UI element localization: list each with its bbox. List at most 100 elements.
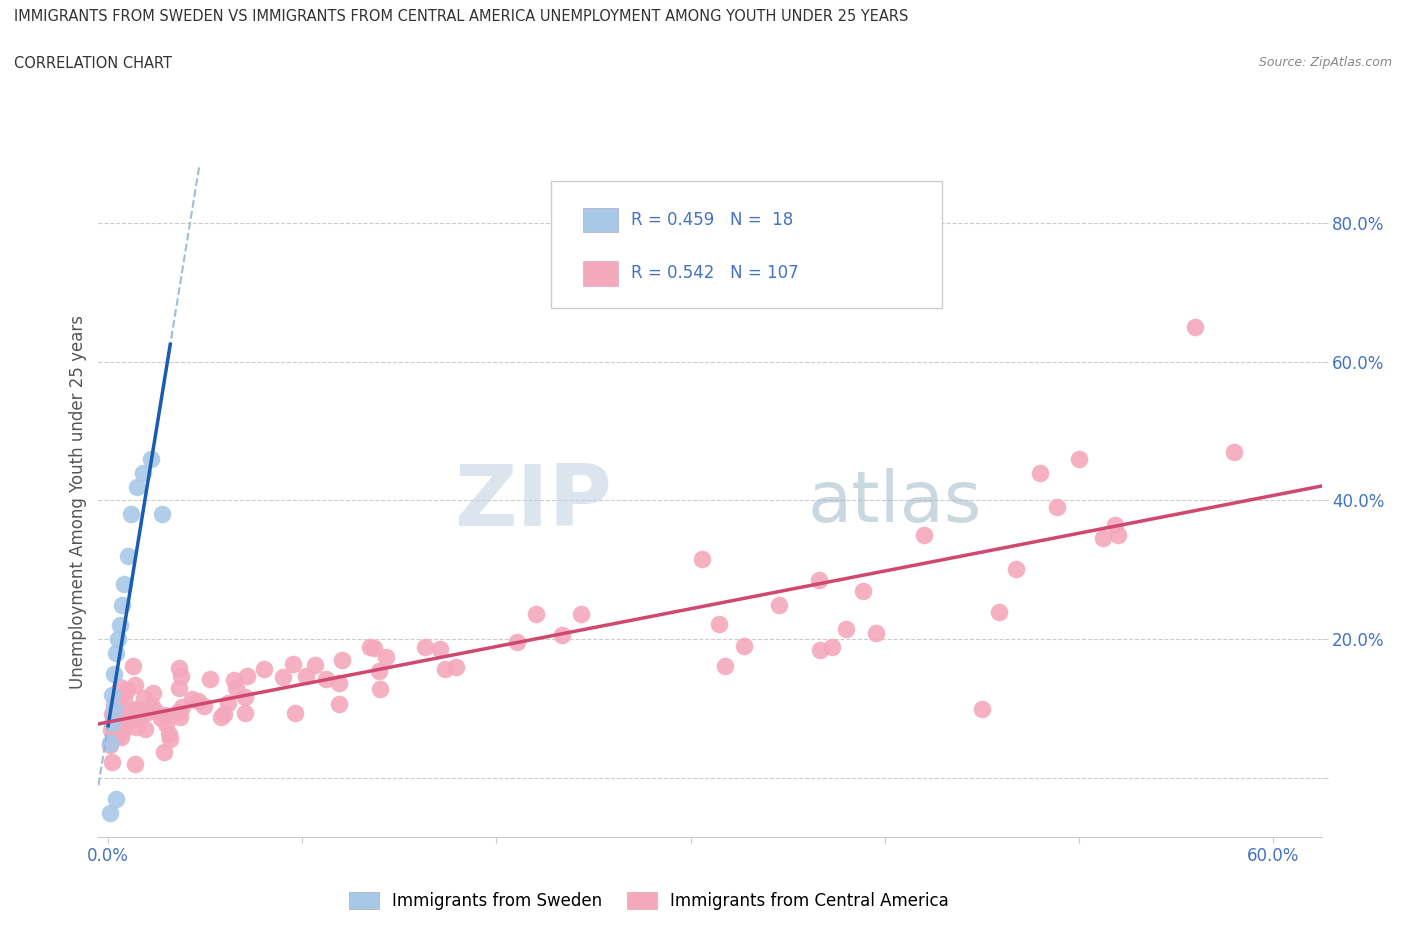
- Point: [104, 708, 127, 723]
- Point: [375, 649, 398, 664]
- Point: [141, 698, 163, 713]
- Point: [122, 711, 145, 725]
- Point: [114, 713, 136, 728]
- Point: [103, 701, 125, 716]
- Point: [505, 634, 527, 649]
- Point: [236, 669, 259, 684]
- Point: [105, 703, 128, 718]
- Point: [166, 705, 188, 720]
- Point: [1104, 517, 1126, 532]
- Point: [193, 698, 215, 713]
- Point: [98, 736, 121, 751]
- Point: [153, 708, 176, 723]
- Point: [1046, 499, 1069, 514]
- Point: [433, 662, 456, 677]
- Point: [108, 680, 131, 695]
- Text: IMMIGRANTS FROM SWEDEN VS IMMIGRANTS FROM CENTRAL AMERICA UNEMPLOYMENT AMONG YOU: IMMIGRANTS FROM SWEDEN VS IMMIGRANTS FRO…: [14, 9, 908, 24]
- Point: [733, 639, 755, 654]
- Point: [217, 696, 239, 711]
- Point: [271, 670, 294, 684]
- Point: [368, 664, 391, 679]
- Text: CORRELATION CHART: CORRELATION CHART: [14, 56, 172, 71]
- Point: [101, 707, 124, 722]
- Point: [1184, 320, 1206, 335]
- Point: [98, 737, 121, 752]
- Point: [128, 709, 150, 724]
- Point: [170, 669, 193, 684]
- Text: R = 0.459   N =  18: R = 0.459 N = 18: [630, 210, 793, 229]
- Legend: Immigrants from Sweden, Immigrants from Central America: Immigrants from Sweden, Immigrants from …: [342, 885, 956, 917]
- Point: [835, 622, 858, 637]
- Point: [153, 744, 176, 759]
- Text: R = 0.542   N = 107: R = 0.542 N = 107: [630, 264, 799, 282]
- Point: [330, 652, 353, 667]
- Point: [103, 731, 125, 746]
- Point: [167, 681, 190, 696]
- Point: [124, 677, 146, 692]
- Point: [569, 606, 592, 621]
- Point: [101, 707, 124, 722]
- Point: [125, 701, 148, 716]
- Point: [328, 676, 350, 691]
- Point: [1067, 451, 1090, 466]
- Point: [145, 703, 167, 718]
- Point: [359, 640, 381, 655]
- Point: [1029, 465, 1052, 480]
- Point: [709, 617, 731, 631]
- Point: [107, 631, 129, 646]
- Point: [100, 723, 122, 737]
- Point: [124, 757, 146, 772]
- Point: [139, 451, 162, 466]
- Point: [100, 754, 122, 769]
- Point: [429, 642, 451, 657]
- Point: [852, 583, 875, 598]
- Point: [820, 639, 842, 654]
- Point: [187, 694, 209, 709]
- Point: [112, 691, 135, 706]
- Point: [167, 660, 190, 675]
- Point: [101, 687, 124, 702]
- Point: [865, 625, 887, 640]
- Point: [692, 551, 714, 566]
- Point: [225, 681, 247, 696]
- FancyBboxPatch shape: [583, 208, 619, 232]
- Point: [970, 701, 993, 716]
- Point: [103, 698, 125, 712]
- Point: [114, 710, 136, 724]
- Point: [524, 606, 547, 621]
- Point: [714, 658, 737, 673]
- Point: [127, 479, 149, 494]
- Point: [200, 671, 222, 686]
- Point: [295, 669, 318, 684]
- Point: [112, 713, 135, 728]
- Point: [110, 719, 132, 734]
- Point: [152, 507, 174, 522]
- Point: [135, 706, 157, 721]
- Point: [115, 683, 138, 698]
- Point: [112, 577, 135, 591]
- Point: [304, 658, 326, 672]
- FancyBboxPatch shape: [551, 180, 942, 308]
- Point: [281, 657, 304, 671]
- Point: [768, 597, 790, 612]
- Point: [112, 721, 135, 736]
- Point: [181, 692, 204, 707]
- Point: [987, 604, 1010, 619]
- Point: [121, 658, 143, 673]
- Point: [209, 710, 232, 724]
- Text: atlas: atlas: [808, 468, 983, 537]
- Point: [131, 701, 153, 716]
- Point: [912, 527, 935, 542]
- Point: [120, 507, 142, 522]
- Point: [413, 640, 436, 655]
- Point: [111, 723, 134, 737]
- Point: [142, 685, 165, 700]
- Point: [212, 707, 235, 722]
- Point: [444, 660, 467, 675]
- Point: [107, 727, 129, 742]
- Point: [551, 627, 574, 642]
- Point: [368, 682, 391, 697]
- Point: [1005, 561, 1028, 576]
- Point: [132, 465, 155, 480]
- Point: [98, 805, 121, 820]
